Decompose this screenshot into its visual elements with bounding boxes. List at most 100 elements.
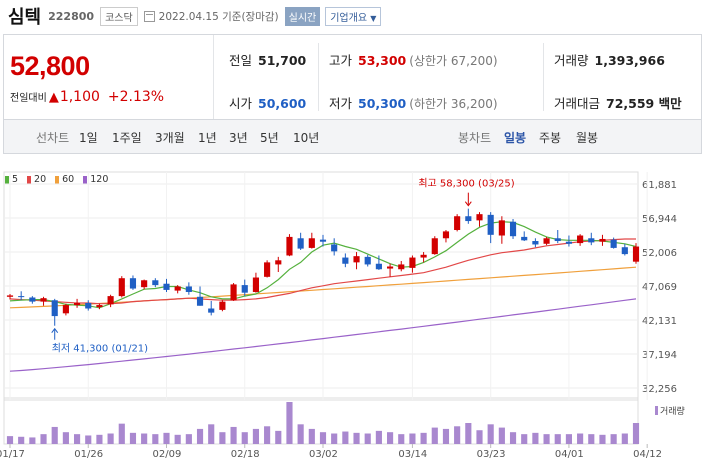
candle-body (6, 295, 14, 297)
volume-bar (230, 426, 237, 444)
company-info-dropdown[interactable]: 기업개요 ▼ (325, 6, 382, 26)
volume-bar (554, 434, 561, 444)
volume-bar (297, 424, 304, 444)
volume-bar (152, 434, 159, 444)
candle-body (632, 246, 640, 262)
x-tick-label: 02/18 (231, 449, 260, 460)
volume-legend-swatch (655, 406, 658, 415)
y-tick-label: 37,194 (642, 350, 677, 361)
period-10y[interactable]: 10년 (293, 131, 320, 145)
volume-bar (51, 426, 58, 444)
x-tick-label: 02/09 (153, 449, 182, 460)
candle-body (73, 302, 81, 306)
candle-body (554, 238, 561, 242)
price-change: 전일대비 ▲ 1,100 +2.13% (10, 89, 164, 105)
legend-label: 60 (62, 174, 75, 185)
candle-body (297, 238, 304, 249)
stat-open-label: 시가 (229, 96, 253, 111)
current-price-panel: 52,800 전일대비 ▲ 1,100 +2.13% (4, 35, 214, 119)
period-1y[interactable]: 1년 (198, 131, 217, 145)
current-price: 52,800 (10, 51, 90, 81)
chart-legend: 5 20 60 120 (5, 174, 117, 185)
lower-limit: (하한가 36,200) (409, 97, 498, 111)
period-5y[interactable]: 5년 (260, 131, 279, 145)
candle-body (565, 241, 573, 244)
candle-body (85, 302, 92, 309)
candle-daily[interactable]: 일봉 (504, 131, 527, 145)
price-stats: 전일 51,700 고가 53,300 (상한가 67,200) 거래량 1,393,9… (215, 35, 701, 119)
legend-swatch (5, 175, 9, 184)
x-tick-label: 04/12 (633, 449, 662, 460)
company-info-label: 기업개요 (330, 12, 368, 24)
volume-bar (286, 402, 293, 444)
min-arrow-head (51, 327, 59, 334)
legend-ma5: 5 (5, 174, 18, 185)
candle-body (420, 254, 427, 258)
x-tick-label: 03/02 (309, 449, 338, 460)
candle-body (577, 235, 584, 244)
volume-bar (118, 423, 125, 444)
volume-bar (107, 433, 114, 444)
as-of-date: 2022.04.15 기준(장마감) (158, 10, 279, 23)
candle-body (375, 263, 382, 270)
y-tick-label: 42,131 (642, 316, 677, 327)
y-tick-label: 47,069 (642, 282, 677, 293)
legend-ma120: 120 (83, 174, 108, 185)
market-badge: 코스닥 (100, 6, 138, 26)
y-tick-label: 56,944 (642, 214, 677, 225)
candle-body (118, 278, 125, 297)
volume-bar (208, 424, 215, 444)
volume-bar (129, 432, 137, 444)
change-label: 전일대비 (10, 93, 47, 104)
stat-low-label: 저가 (329, 96, 353, 111)
volume-bar (487, 424, 494, 444)
volume-bar (565, 434, 573, 444)
stat-open-value: 50,600 (258, 96, 307, 111)
candle-body (51, 300, 58, 317)
candle-body (409, 257, 416, 268)
max-annotation: 최고 58,300 (03/25) (418, 178, 514, 190)
candle-body (353, 256, 360, 263)
legend-ma60: 60 (55, 174, 74, 185)
volume-bar (18, 436, 25, 444)
volume-bar (252, 428, 260, 444)
realtime-button[interactable]: 실시간 (284, 6, 321, 26)
candle-body (141, 280, 148, 288)
candle-body (18, 296, 25, 298)
stat-high-value: 53,300 (358, 53, 407, 68)
legend-label: 5 (12, 174, 19, 185)
candle-body (476, 214, 483, 221)
candle-body (431, 238, 438, 255)
legend-swatch (27, 175, 32, 184)
volume-bar (532, 432, 539, 444)
stat-low-value: 50,300 (358, 96, 407, 111)
candle-monthly[interactable]: 월봉 (576, 131, 599, 145)
ma120-line (9, 298, 637, 372)
candle-body (286, 236, 293, 256)
volume-bar (364, 433, 371, 444)
legend-label: 20 (34, 174, 47, 185)
period-1w[interactable]: 1주일 (112, 131, 142, 145)
x-tick-label: 01/17 (0, 449, 25, 460)
candle-body (442, 231, 450, 239)
volume-bar (163, 432, 170, 444)
price-summary: 52,800 전일대비 ▲ 1,100 +2.13% 전일 51,700 고가 53… (3, 34, 702, 120)
candle-weekly[interactable]: 주봉 (539, 131, 562, 145)
period-1d[interactable]: 1일 (79, 131, 98, 145)
period-3y[interactable]: 3년 (229, 131, 248, 145)
volume-bar (141, 433, 148, 444)
volume-bar (588, 434, 595, 444)
candle-body (621, 247, 628, 255)
stat-amount: 거래대금 72,559 백만 (554, 93, 682, 112)
volume-bar (621, 433, 628, 444)
x-tick-label: 01/26 (74, 449, 103, 460)
x-tick-label: 03/14 (398, 449, 427, 460)
volume-bar (599, 434, 606, 444)
candle-body (174, 286, 181, 291)
volume-bar (610, 434, 617, 444)
candle-body (398, 264, 405, 270)
period-3m[interactable]: 3개월 (155, 131, 185, 145)
candle-body (543, 238, 550, 244)
volume-bar (353, 432, 360, 444)
